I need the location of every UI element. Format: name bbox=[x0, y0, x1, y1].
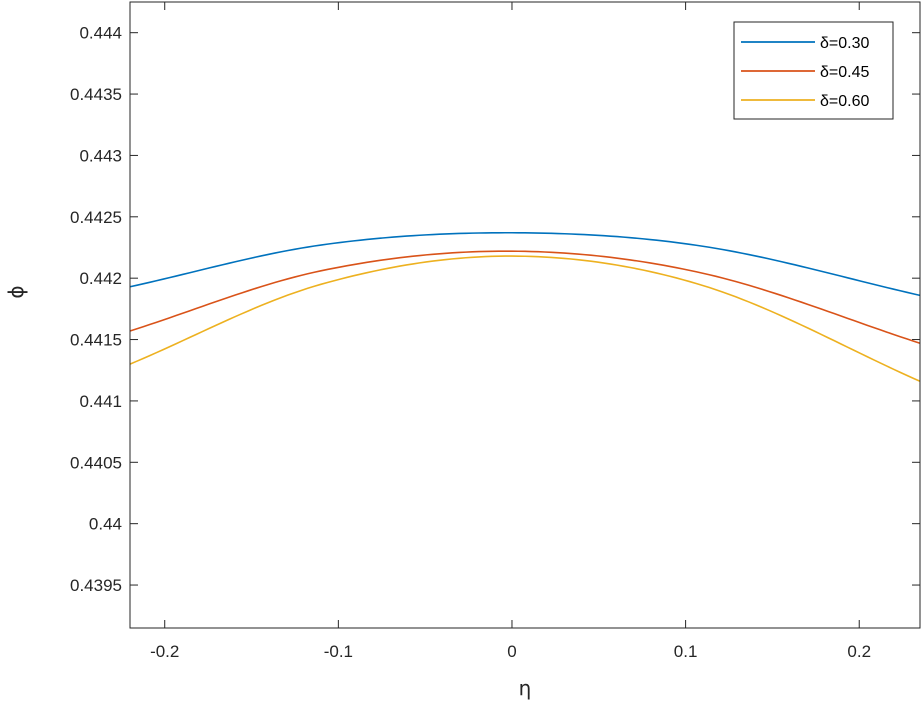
y-tick-label: 0.4425 bbox=[70, 208, 122, 227]
y-tick-label: 0.4395 bbox=[70, 576, 122, 595]
y-tick-label: 0.44 bbox=[89, 515, 122, 534]
x-axis-label: η bbox=[519, 676, 532, 700]
x-tick-label: 0.2 bbox=[847, 642, 871, 661]
series-line-2 bbox=[129, 250, 921, 344]
x-axis-ticks: -0.2 -0.1 0 0.1 0.2 bbox=[150, 2, 871, 661]
legend-label-2: δ=0.45 bbox=[820, 64, 869, 81]
x-tick-label: -0.2 bbox=[150, 642, 179, 661]
y-tick-label: 0.4435 bbox=[70, 85, 122, 104]
x-tick-label: -0.1 bbox=[324, 642, 353, 661]
x-tick-label: 0.1 bbox=[674, 642, 698, 661]
legend: δ=0.30 δ=0.45 δ=0.60 bbox=[733, 21, 894, 120]
y-axis-label: ϕ bbox=[4, 285, 28, 298]
y-tick-label: 0.442 bbox=[79, 269, 122, 288]
series-line-1 bbox=[129, 231, 921, 297]
y-axis-ticks: 0.4395 0.44 0.4405 0.441 0.4415 0.442 0.4425 0.… bbox=[70, 24, 920, 595]
y-tick-label: 0.441 bbox=[79, 392, 122, 411]
legend-label-1: δ=0.30 bbox=[820, 35, 869, 52]
y-tick-label: 0.444 bbox=[79, 24, 122, 43]
x-tick-label: 0 bbox=[507, 642, 516, 661]
series-lines bbox=[129, 231, 921, 383]
y-tick-label: 0.4405 bbox=[70, 453, 122, 472]
legend-label-3: δ=0.60 bbox=[820, 93, 869, 110]
series-line-3 bbox=[129, 255, 921, 383]
y-tick-label: 0.4415 bbox=[70, 331, 122, 350]
y-tick-label: 0.443 bbox=[79, 146, 122, 165]
plot-frame bbox=[129, 1, 921, 629]
